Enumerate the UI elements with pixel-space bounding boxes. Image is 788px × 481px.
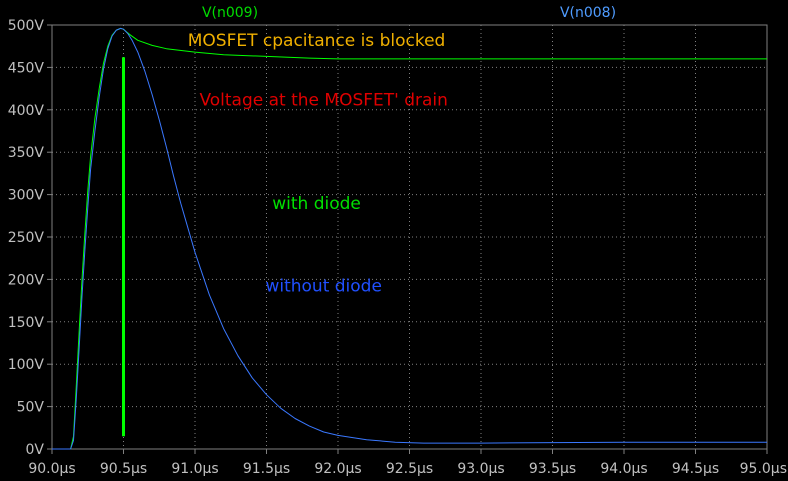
annotation-2: with diode xyxy=(272,194,361,214)
y-tick-label: 250V xyxy=(8,230,45,246)
x-tick-label: 90.5µs xyxy=(100,461,147,477)
series-line-v-n008 xyxy=(52,27,767,450)
labels: V(n009) V(n008) MOSFET cpacitance is block… xyxy=(188,5,616,296)
y-tick-label: 100V xyxy=(8,357,45,373)
legend-entry-0: V(n009) xyxy=(202,5,258,21)
y-tick-label: 0V xyxy=(26,442,45,458)
annotation-1: Voltage at the MOSFET' drain xyxy=(199,91,447,111)
x-tick-label: 93.0µs xyxy=(457,461,504,477)
y-tick-label: 50V xyxy=(17,400,45,416)
x-tick-label: 95.0µs xyxy=(740,461,787,477)
annotation-3: without diode xyxy=(265,276,381,296)
y-tick-label: 400V xyxy=(8,103,45,119)
y-tick-label: 500V xyxy=(8,18,45,34)
x-tick-label: 94.5µs xyxy=(672,461,719,477)
x-tick-label: 92.0µs xyxy=(314,461,361,477)
x-tick-label: 92.5µs xyxy=(386,461,433,477)
plot-frame xyxy=(51,24,768,450)
legend-entry-1: V(n008) xyxy=(560,5,616,21)
x-tick-label: 91.0µs xyxy=(171,461,218,477)
x-tick-label: 90.0µs xyxy=(28,461,75,477)
x-tick-label: 94.0µs xyxy=(600,461,647,477)
axes: 0V 50V 100V 150V 200V 250V 300V 350V 400V 450V 500… xyxy=(8,18,787,477)
series-traces xyxy=(52,27,767,450)
x-tick-label: 91.5µs xyxy=(243,461,290,477)
x-tick-label: 93.5µs xyxy=(529,461,576,477)
y-tick-label: 150V xyxy=(8,315,45,331)
y-tick-label: 450V xyxy=(8,60,45,76)
annotation-0: MOSFET cpacitance is blocked xyxy=(188,31,446,51)
y-tick-label: 200V xyxy=(8,272,45,288)
y-tick-label: 300V xyxy=(8,188,45,204)
y-tick-label: 350V xyxy=(8,145,45,161)
